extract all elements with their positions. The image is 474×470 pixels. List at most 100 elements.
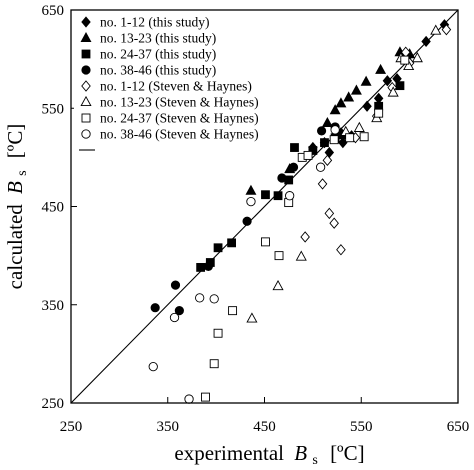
data-point (411, 52, 423, 63)
legend-background (74, 12, 284, 162)
series-8 (148, 125, 340, 404)
data-point (285, 191, 295, 201)
data-point (441, 23, 452, 36)
legend-marker (81, 129, 91, 139)
data-point (330, 125, 340, 135)
legend-label: no. 24-37 (this study) (100, 47, 216, 62)
data-point (321, 116, 333, 127)
legend-marker (80, 95, 92, 107)
y-tick-label: 350 (42, 298, 65, 314)
data-point (213, 243, 223, 253)
data-point (345, 133, 355, 143)
reference-line (70, 9, 459, 404)
data-point (336, 244, 346, 256)
data-point (169, 312, 180, 323)
data-point (174, 306, 184, 316)
data-point (329, 104, 341, 115)
legend-item: no. 38-46 (this study) (81, 63, 216, 78)
legend-label: no. 38-46 (this study) (100, 63, 216, 78)
x-tick-label: 250 (60, 419, 83, 435)
y-tick-label: 250 (42, 396, 65, 412)
data-point (288, 162, 299, 172)
x-tick-label: 550 (350, 419, 373, 435)
data-point (203, 261, 213, 272)
data-point (387, 86, 399, 97)
legend-marker (81, 113, 91, 123)
legend-marker (81, 65, 91, 75)
legend-item: no. 38-46 (Steven & Haynes) (81, 127, 259, 142)
data-point (170, 280, 181, 290)
data-point (353, 121, 365, 132)
data-point (316, 126, 327, 136)
data-point (400, 55, 410, 65)
legend-item: no. 1-12 (Steven & Haynes) (81, 79, 252, 94)
data-point (277, 173, 287, 183)
y-tick-label: 650 (42, 3, 65, 19)
x-tick-label: 350 (157, 419, 180, 435)
data-point (201, 392, 210, 402)
data-point (213, 328, 223, 338)
data-point (374, 108, 384, 118)
legend-label: no. 1-12 (Steven & Haynes) (100, 79, 252, 94)
data-point (382, 75, 393, 87)
legend-label: no. 38-46 (Steven & Haynes) (100, 127, 259, 142)
series-7 (201, 55, 410, 402)
data-point (261, 237, 270, 247)
x-axis-title: experimental B s [ºC] (174, 441, 364, 469)
data-point (362, 100, 372, 112)
y-axis-title-main: calculated (3, 204, 27, 290)
data-point (272, 279, 284, 291)
data-point (322, 154, 333, 167)
data-point (343, 91, 355, 102)
data-point (320, 138, 329, 148)
data-point (308, 146, 318, 155)
legend-item: no. 13-23 (Steven & Haynes) (80, 95, 259, 110)
data-point (350, 84, 362, 95)
x-axis-title-unit: [ºC] (330, 441, 365, 465)
data-point (295, 250, 307, 261)
data-point (329, 217, 339, 229)
x-axis-title-subscript: s (312, 453, 317, 468)
x-axis-title-symbol: B (294, 441, 307, 465)
data-point (242, 216, 252, 226)
data-point (329, 135, 339, 145)
data-point (421, 35, 431, 48)
legend-item: no. 24-37 (this study) (81, 47, 216, 62)
y-tick-label: 550 (42, 101, 65, 117)
data-point (360, 75, 372, 86)
y-axis-title-symbol: B (3, 181, 27, 194)
legend: no. 1-12 (this study)no. 13-23 (this stu… (74, 12, 284, 162)
legend-label: no. 1-12 (this study) (100, 15, 210, 30)
data-point (375, 63, 387, 74)
data-point (209, 294, 219, 304)
legend-label: no. 13-23 (this study) (100, 31, 216, 46)
data-point (315, 162, 326, 172)
data-point (261, 190, 270, 200)
y-axis-title-subscript: s (15, 170, 30, 175)
data-point (300, 231, 310, 243)
axis-ticks: 250 350 450 550 650 250 350 450 550 650 (42, 3, 470, 435)
y-axis-title-group: calculated B s [ºC] (3, 124, 30, 290)
data-point (359, 132, 369, 142)
series-4 (150, 122, 340, 316)
y-axis-title-unit: [ºC] (3, 124, 27, 159)
data-point (335, 97, 347, 108)
data-point (403, 59, 415, 71)
data-point (303, 150, 313, 160)
data-point (395, 81, 405, 91)
data-point (324, 207, 335, 220)
data-point (209, 359, 219, 369)
series-6 (246, 24, 442, 323)
legend-item: no. 24-37 (Steven & Haynes) (81, 111, 259, 126)
data-point (150, 303, 160, 313)
data-point (196, 263, 206, 272)
data-point (228, 306, 238, 316)
data-point (227, 238, 237, 248)
data-points (148, 19, 452, 404)
data-point (317, 178, 328, 190)
y-tick-label: 450 (42, 200, 65, 216)
legend-marker (81, 16, 91, 28)
data-point (195, 293, 205, 303)
